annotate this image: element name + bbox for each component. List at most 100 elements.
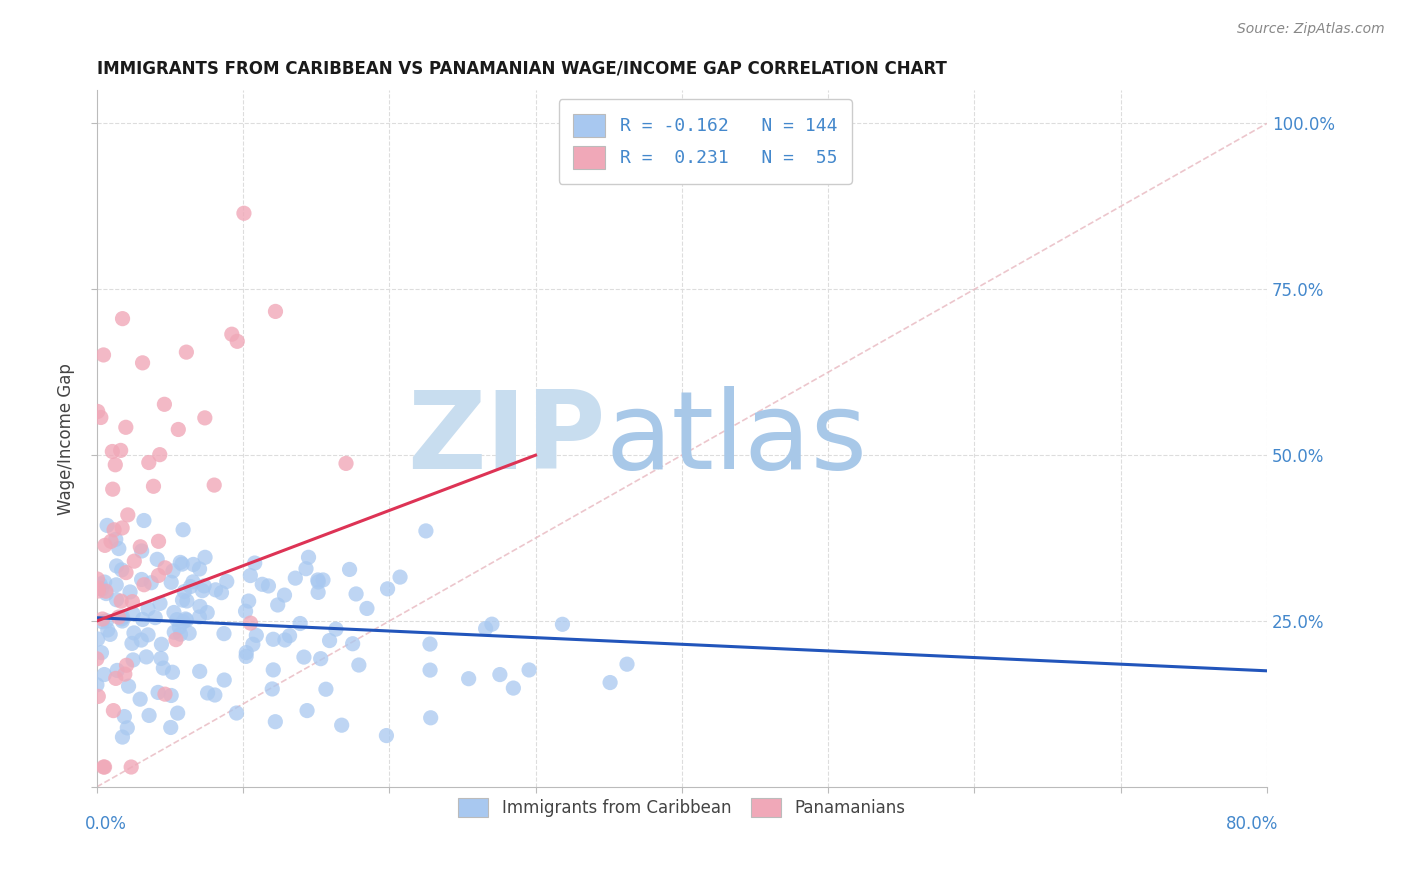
Point <box>90 582 112 596</box>
Point <box>194 410 217 425</box>
Point <box>330 718 353 732</box>
Point <box>149 448 172 462</box>
Point <box>136 628 159 642</box>
Point <box>176 345 198 359</box>
Point <box>105 664 128 678</box>
Point <box>103 523 125 537</box>
Point <box>215 574 238 589</box>
Point <box>150 651 173 665</box>
Point <box>172 557 194 571</box>
Point <box>419 637 441 651</box>
Point <box>339 562 361 576</box>
Point <box>122 607 145 621</box>
Point <box>307 585 329 599</box>
Point <box>153 397 176 411</box>
Point <box>98 627 121 641</box>
Text: ZIP: ZIP <box>408 385 606 491</box>
Point <box>87 584 110 599</box>
Point <box>138 708 160 723</box>
Point <box>129 692 152 706</box>
Point <box>86 572 108 586</box>
Point <box>149 596 172 610</box>
Point <box>104 533 127 547</box>
Point <box>419 711 441 725</box>
Point <box>117 721 139 735</box>
Point <box>96 586 118 600</box>
Point <box>163 625 186 640</box>
Point <box>108 541 131 556</box>
Point <box>94 538 117 552</box>
Point <box>188 599 211 614</box>
Point <box>264 714 287 729</box>
Point <box>163 606 186 620</box>
Point <box>278 629 301 643</box>
Point <box>94 584 117 599</box>
Point <box>167 422 190 436</box>
Point <box>93 575 115 590</box>
Point <box>181 574 204 589</box>
Point <box>347 658 370 673</box>
Point <box>239 568 262 582</box>
Point <box>172 523 194 537</box>
Point <box>153 561 176 575</box>
Point <box>517 663 540 677</box>
Point <box>110 594 132 608</box>
Point <box>262 681 284 696</box>
Point <box>312 573 335 587</box>
Point <box>245 628 267 642</box>
Point <box>204 582 226 597</box>
Point <box>93 348 115 362</box>
Point <box>90 646 112 660</box>
Point <box>284 571 307 585</box>
Point <box>221 327 243 342</box>
Point <box>335 457 357 471</box>
Point <box>172 615 194 629</box>
Point <box>375 729 398 743</box>
Point <box>252 577 274 591</box>
Point <box>389 570 412 584</box>
Point <box>91 615 114 629</box>
Point <box>211 585 233 599</box>
Point <box>307 574 329 589</box>
Point <box>86 404 108 418</box>
Point <box>120 760 142 774</box>
Point <box>173 584 195 599</box>
Point <box>419 663 441 677</box>
Point <box>132 514 155 528</box>
Point <box>86 652 108 666</box>
Point <box>86 678 108 692</box>
Point <box>174 612 197 626</box>
Text: atlas: atlas <box>606 385 868 491</box>
Point <box>97 623 120 637</box>
Point <box>212 673 235 687</box>
Point <box>262 663 284 677</box>
Point <box>153 687 176 701</box>
Point <box>191 583 214 598</box>
Point <box>599 675 621 690</box>
Point <box>172 593 194 607</box>
Point <box>179 580 201 594</box>
Point <box>264 304 287 318</box>
Point <box>142 479 165 493</box>
Point <box>232 206 254 220</box>
Point <box>179 626 201 640</box>
Point <box>502 681 524 695</box>
Point <box>176 613 198 627</box>
Point <box>159 721 181 735</box>
Point <box>131 612 153 626</box>
Point <box>87 690 110 704</box>
Point <box>115 658 138 673</box>
Point <box>204 688 226 702</box>
Point <box>235 646 257 660</box>
Point <box>194 550 217 565</box>
Point <box>111 610 134 624</box>
Point <box>86 632 108 646</box>
Point <box>169 620 191 634</box>
Point <box>377 582 399 596</box>
Point <box>243 556 266 570</box>
Point <box>101 482 124 496</box>
Point <box>89 577 111 591</box>
Point <box>169 627 191 641</box>
Point <box>96 614 118 628</box>
Point <box>105 578 128 592</box>
